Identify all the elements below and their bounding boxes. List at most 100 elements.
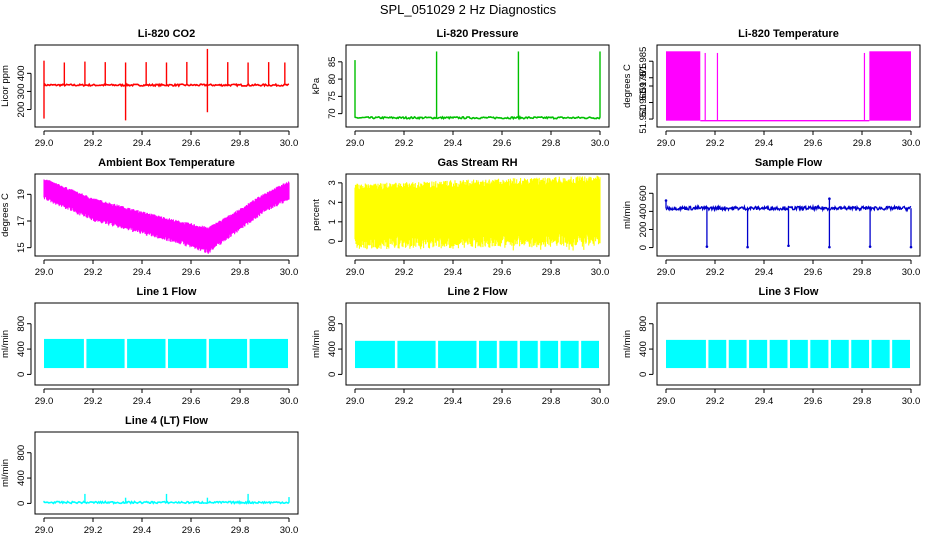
y-axis-label: percent xyxy=(311,199,322,231)
panel-title: Li-820 Pressure xyxy=(437,28,519,40)
y-tick-label: 0 xyxy=(638,245,649,250)
dense-block xyxy=(666,51,701,121)
flow-block xyxy=(249,338,288,369)
x-tick-label: 29.2 xyxy=(395,138,414,149)
y-tick-label: 300 xyxy=(16,83,27,99)
x-tick-label: 29.8 xyxy=(542,138,561,149)
x-tick-label: 29.2 xyxy=(395,267,414,278)
y-axis-label: degrees C xyxy=(622,64,633,108)
y-axis-label: ml/min xyxy=(622,201,633,229)
x-tick-label: 29.4 xyxy=(133,267,152,278)
series-ambient xyxy=(43,179,290,254)
x-tick-label: 29.8 xyxy=(542,396,561,407)
x-tick-label: 29.8 xyxy=(231,525,250,536)
flow-block xyxy=(127,338,166,369)
y-tick-label: 17 xyxy=(16,216,27,227)
y-axis-label: kPa xyxy=(311,77,322,94)
series-line2 xyxy=(355,340,599,369)
panel-title: Line 4 (LT) Flow xyxy=(125,415,208,427)
x-tick-label: 29.0 xyxy=(346,396,365,407)
spike-point xyxy=(909,245,913,249)
y-axis: 70 75 80 85 xyxy=(327,57,343,119)
x-axis: 29.0 29.2 29.4 29.6 29.8 30.0 xyxy=(346,259,610,278)
y-tick-label: 51.960 xyxy=(638,88,649,117)
panel-title: Li-820 Temperature xyxy=(738,28,839,40)
flow-block xyxy=(44,338,84,369)
y-axis: 0 400 800 xyxy=(16,445,32,506)
spike-point xyxy=(746,245,749,249)
y-tick-label: 200 xyxy=(638,222,649,238)
flow-block xyxy=(519,340,538,369)
y-tick-label: 800 xyxy=(638,316,649,332)
x-tick-label: 29.0 xyxy=(657,396,676,407)
x-tick-label: 29.2 xyxy=(84,396,103,407)
plot-frame xyxy=(34,431,299,515)
series-line1 xyxy=(44,338,288,369)
x-tick-label: 29.2 xyxy=(84,138,103,149)
y-tick-label: 400 xyxy=(638,203,649,219)
y-axis-label: ml/min xyxy=(0,459,11,487)
flow-block xyxy=(499,340,518,369)
flow-block xyxy=(355,340,395,369)
x-tick-label: 29.6 xyxy=(182,525,201,536)
flow-block xyxy=(86,338,125,369)
y-axis-label: Licor ppm xyxy=(0,65,11,107)
y-tick-label: 800 xyxy=(16,316,27,332)
flow-block xyxy=(666,339,706,369)
plot-frame xyxy=(345,44,610,128)
x-tick-label: 30.0 xyxy=(902,267,921,278)
series-line4 xyxy=(43,493,290,505)
envelope-trace xyxy=(43,179,290,254)
flow-block xyxy=(479,340,497,369)
x-tick-label: 30.0 xyxy=(280,138,299,149)
x-tick-label: 29.6 xyxy=(182,396,201,407)
x-axis: 29.0 29.2 29.4 29.6 29.8 30.0 xyxy=(35,388,298,407)
y-axis: 0 400 800 xyxy=(16,316,32,377)
flow-block xyxy=(851,339,870,369)
y-tick-label: 0 xyxy=(327,372,338,377)
y-tick-label: 51.985 xyxy=(638,47,649,76)
panel-title: Line 3 Flow xyxy=(759,286,819,298)
flow-block xyxy=(769,339,788,369)
panel-rh: Gas Stream RH 29.0 29.2 29.4 29.6 29.8 30.0 0 1 2… xyxy=(311,157,610,278)
plot-frame xyxy=(656,302,921,386)
x-tick-label: 29.8 xyxy=(231,396,250,407)
flow-block xyxy=(208,338,248,369)
spike-point xyxy=(828,245,831,249)
x-tick-label: 29.0 xyxy=(35,138,54,149)
x-tick-label: 29.2 xyxy=(706,138,725,149)
y-tick-label: 400 xyxy=(327,341,338,357)
x-tick-label: 29.2 xyxy=(84,525,103,536)
x-tick-label: 29.0 xyxy=(657,138,676,149)
y-axis: 0 200 400 600 xyxy=(638,185,654,250)
plot-frame xyxy=(345,302,610,386)
flow-block xyxy=(560,340,579,369)
x-tick-label: 29.2 xyxy=(395,396,414,407)
x-axis: 29.0 29.2 29.4 29.6 29.8 30.0 xyxy=(657,259,921,278)
y-tick-label: 1 xyxy=(327,219,338,224)
x-tick-label: 29.6 xyxy=(493,396,512,407)
series-co2 xyxy=(43,48,290,121)
y-axis-label: ml/min xyxy=(622,330,633,358)
x-tick-label: 29.2 xyxy=(706,267,725,278)
panel-title: Gas Stream RH xyxy=(437,157,517,169)
y-tick-label: 2 xyxy=(327,200,338,205)
plot-frame xyxy=(34,302,299,386)
x-tick-label: 30.0 xyxy=(902,396,921,407)
envelope-trace xyxy=(354,175,601,251)
y-tick-label: 19 xyxy=(16,189,27,200)
spike-point xyxy=(664,199,668,202)
x-tick-label: 29.6 xyxy=(804,267,823,278)
x-tick-label: 29.8 xyxy=(231,267,250,278)
y-axis: 0 1 2 3 xyxy=(327,180,343,244)
flow-block xyxy=(581,340,599,369)
y-tick-label: 15 xyxy=(16,242,27,253)
x-tick-label: 29.0 xyxy=(346,138,365,149)
y-axis: 0 400 800 xyxy=(638,316,654,377)
x-tick-label: 30.0 xyxy=(591,267,610,278)
x-tick-label: 29.4 xyxy=(133,138,152,149)
flow-block xyxy=(708,339,727,369)
spike-point xyxy=(705,245,709,248)
